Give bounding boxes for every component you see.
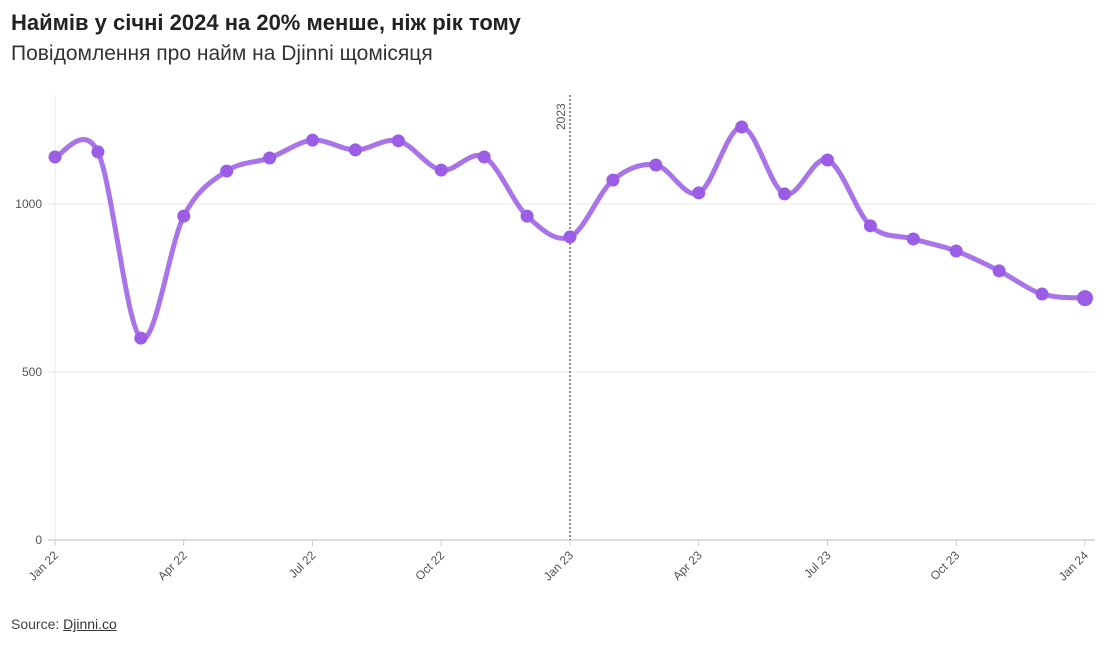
x-tick-label: Jan 23 [541, 548, 577, 584]
data-point [778, 187, 792, 201]
x-tick-label: Apr 22 [155, 548, 190, 583]
data-point [220, 164, 234, 178]
chart-title: Наймів у січні 2024 на 20% менше, ніж рі… [11, 10, 521, 35]
source-note: Source: Djinni.co [11, 616, 117, 632]
x-tick-label: Jul 22 [286, 548, 319, 581]
data-point [477, 150, 491, 164]
annotation-label: 2023 [554, 103, 568, 130]
data-point [1077, 290, 1093, 307]
x-tick-label: Jul 23 [801, 548, 834, 581]
data-point [906, 232, 920, 246]
source-link[interactable]: Djinni.co [63, 616, 117, 632]
data-point [434, 163, 448, 177]
y-tick-label: 500 [22, 365, 42, 379]
data-point [649, 158, 663, 172]
data-point [520, 209, 534, 223]
data-point [91, 145, 105, 159]
data-point [863, 219, 877, 233]
data-point [692, 186, 706, 200]
x-tick-label: Jan 24 [1056, 548, 1092, 584]
data-point [949, 244, 963, 258]
data-point [48, 150, 62, 164]
data-point [821, 153, 834, 167]
source-label: Source: [11, 616, 60, 632]
y-tick-label: 0 [35, 533, 42, 547]
x-tick-label: Oct 22 [412, 548, 447, 583]
chart-subtitle: Повідомлення про найм на Djinni щомісяця [11, 42, 433, 65]
data-point [177, 209, 191, 223]
data-point [992, 264, 1006, 278]
x-tick-label: Apr 23 [670, 548, 705, 583]
data-point [263, 151, 277, 165]
data-point [1035, 287, 1049, 301]
x-tick-label: Oct 23 [927, 548, 962, 583]
data-point [348, 143, 362, 157]
data-point [563, 230, 577, 244]
x-tick-label: Jan 22 [26, 548, 62, 584]
y-tick-label: 1000 [15, 197, 42, 211]
data-point [391, 134, 405, 148]
data-point [735, 120, 749, 134]
data-point [134, 331, 148, 345]
data-point [306, 133, 319, 147]
data-point [606, 173, 620, 187]
